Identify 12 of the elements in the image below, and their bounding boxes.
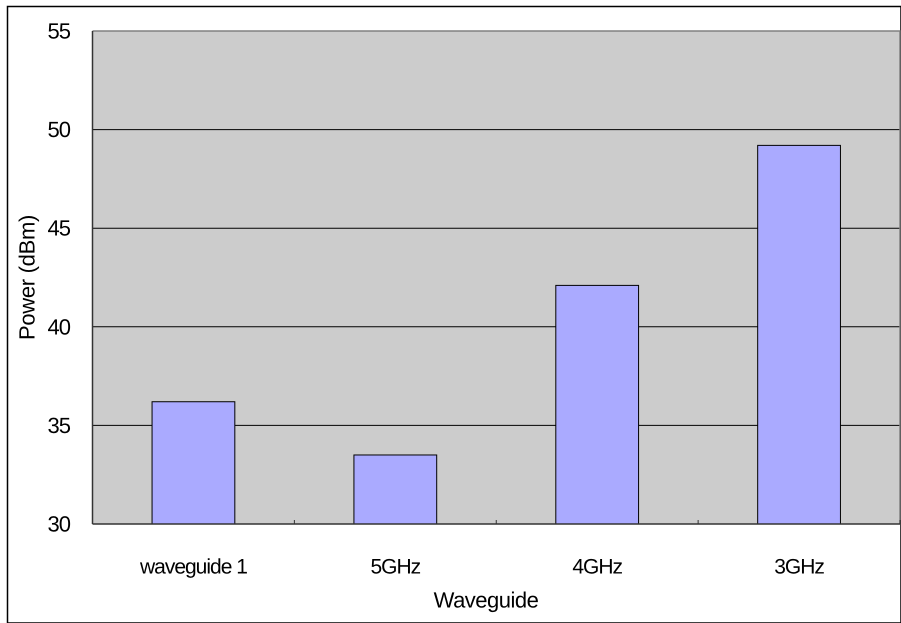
- x-tick-label: 3GHz: [774, 556, 824, 578]
- x-tick-label: waveguide 1: [138, 556, 248, 578]
- y-axis-title: Power (dBm): [14, 214, 40, 340]
- y-tick-label: 30: [48, 512, 71, 536]
- y-tick-label: 40: [48, 314, 71, 340]
- x-axis-title: Waveguide: [434, 588, 539, 612]
- y-tick-label: 45: [48, 216, 71, 241]
- y-tick-label: 35: [48, 412, 71, 438]
- y-tick-label: 50: [48, 117, 71, 142]
- x-tick-label: 5GHz: [370, 556, 421, 578]
- y-tick-label: 55: [48, 18, 71, 44]
- x-tick-label: 4GHz: [572, 556, 623, 578]
